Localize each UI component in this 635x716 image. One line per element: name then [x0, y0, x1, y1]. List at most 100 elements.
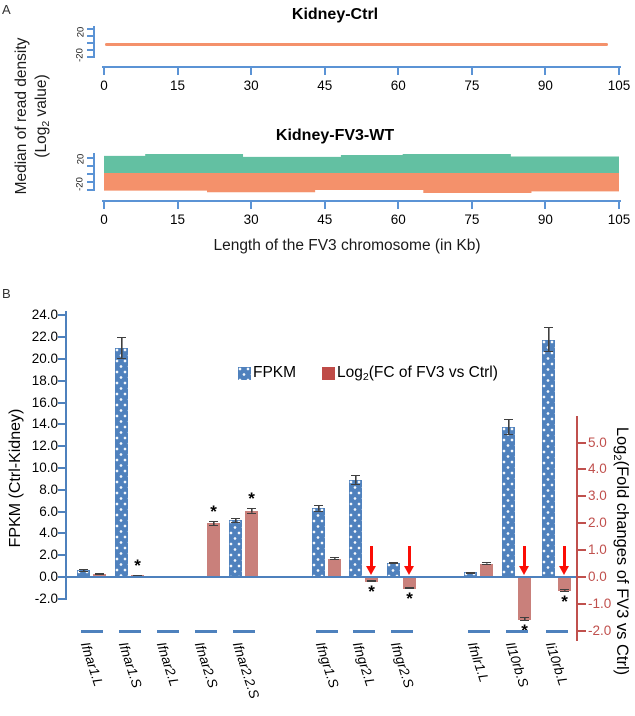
error-bar-log2fc: [520, 616, 529, 621]
legend-swatch-fpkm: [238, 367, 251, 380]
x-tick-label: 45: [317, 212, 333, 227]
error-bar-log2fc: [95, 573, 104, 576]
left-tick-label: 24.0: [31, 307, 58, 323]
x-tick-label: 0: [100, 78, 108, 93]
x-tick-label: 75: [464, 78, 480, 93]
legend-label-log2fc: Log2(FC of FV3 vs Ctrl): [337, 364, 498, 383]
left-tick-label: -2.0: [34, 590, 58, 606]
category-tick-dash: [195, 630, 217, 633]
x-axis-tick-mark: [103, 200, 105, 209]
gene-label: Ifnar2.2.S: [229, 640, 263, 701]
down-arrow-head: [404, 566, 414, 575]
category-tick-dash: [391, 630, 413, 633]
right-axis-tick-mark: [578, 495, 586, 498]
bar-log2fc: [207, 523, 220, 577]
x-tick-label: 90: [537, 212, 553, 227]
x-axis-line: [102, 66, 621, 68]
left-tick-label: 18.0: [31, 372, 58, 388]
category-tick-dash: [353, 630, 375, 633]
x-axis-tick-mark: [176, 66, 179, 75]
error-bar-fpkm: [389, 562, 398, 565]
right-tick-label: 3.0: [588, 488, 607, 504]
left-tick-label: 6.0: [39, 503, 58, 519]
left-axis-tick-mark: [58, 445, 65, 448]
category-tick-dash: [316, 630, 338, 633]
y-tick-label-20-bottom-plot: 20: [75, 153, 87, 165]
right-axis-tick-mark: [578, 441, 586, 444]
left-tick-label: 22.0: [31, 329, 58, 345]
error-bar-log2fc: [405, 586, 414, 589]
right-tick-label: 4.0: [588, 461, 607, 477]
y-axis-tick-mark: [87, 28, 94, 30]
y-axis-label-line2: (Log2 value): [33, 74, 53, 158]
left-axis-tick-mark: [58, 401, 65, 404]
y-tick-label-minus20-bottom-plot: -20: [74, 177, 86, 191]
left-tick-label: 16.0: [31, 394, 58, 410]
bar-fpkm: [387, 563, 400, 577]
category-tick-dash: [468, 630, 490, 633]
left-tick-label: 0.0: [39, 569, 58, 584]
category-tick-dash: [506, 630, 528, 633]
left-axis-tick-mark: [58, 423, 65, 426]
left-tick-label: 12.0: [31, 438, 58, 454]
gene-label: Ifnar1.S: [115, 640, 145, 690]
gene-label: Ifnar2.L: [153, 640, 183, 689]
down-arrow-shaft: [370, 546, 373, 567]
down-arrow-head: [559, 566, 569, 575]
gene-label: Ifnar2.S: [191, 640, 221, 690]
x-tick-label: 90: [537, 78, 553, 93]
x-axis-tick-mark: [470, 66, 473, 75]
right-axis-tick-mark: [578, 602, 586, 605]
error-bar-fpkm: [504, 418, 513, 436]
down-arrow-shaft: [563, 546, 566, 567]
y-axis-line: [93, 26, 95, 58]
left-tick-label: 10.0: [31, 460, 58, 475]
left-tick-label: 4.0: [39, 525, 58, 541]
error-bar-fpkm: [231, 517, 240, 524]
left-axis-tick-mark: [58, 336, 65, 339]
x-axis-tick-mark: [250, 200, 253, 209]
bar-fpkm: [502, 427, 515, 577]
down-arrow-head: [366, 566, 376, 575]
significance-asterisk: *: [134, 555, 141, 575]
x-axis-tick-mark: [397, 200, 400, 209]
x-tick-label: 15: [170, 78, 186, 93]
legend-label-fpkm: FPKM: [253, 364, 297, 381]
category-tick-dash: [81, 630, 103, 633]
significance-asterisk: *: [368, 582, 375, 602]
significance-asterisk: *: [248, 489, 255, 509]
gene-label: Ifngr2.L: [349, 640, 379, 689]
significance-asterisk: *: [561, 591, 568, 611]
left-axis-tick-mark: [58, 597, 65, 600]
left-axis-tick-mark: [58, 532, 65, 535]
gene-label: Ii10rb.L: [542, 640, 571, 688]
gene-label: Ifnar1.L: [77, 640, 107, 689]
x-axis-tick-mark: [397, 66, 400, 75]
panel-b-label: B: [2, 286, 11, 301]
left-tick-label: 14.0: [31, 416, 58, 432]
down-arrow-icon: [519, 546, 530, 575]
x-axis-tick-mark: [323, 66, 326, 75]
right-tick-label: 2.0: [588, 515, 607, 531]
left-tick-label: 2.0: [39, 547, 58, 563]
bar-fpkm: [542, 339, 555, 577]
x-axis-tick-mark: [544, 200, 547, 209]
bar-log2fc: [245, 511, 258, 577]
x-tick-label: 105: [607, 78, 631, 93]
category-tick-dash: [157, 630, 179, 633]
right-tick-label: 1.0: [588, 542, 607, 558]
right-axis-tick-mark: [578, 549, 586, 552]
right-axis-tick-mark: [578, 576, 586, 578]
error-bar-log2fc: [482, 562, 491, 565]
error-bar-log2fc: [560, 589, 569, 592]
y-axis-tick-mark: [87, 157, 94, 159]
y-axis-tick-mark: [87, 181, 94, 183]
down-arrow-shaft: [523, 546, 526, 567]
x-tick-label: 60: [390, 78, 406, 93]
right-tick-label: 5.0: [588, 434, 607, 450]
zero-baseline: [65, 576, 576, 578]
error-bar-log2fc: [247, 508, 256, 514]
down-arrow-head: [519, 566, 529, 575]
x-axis-tick-mark: [618, 66, 620, 75]
